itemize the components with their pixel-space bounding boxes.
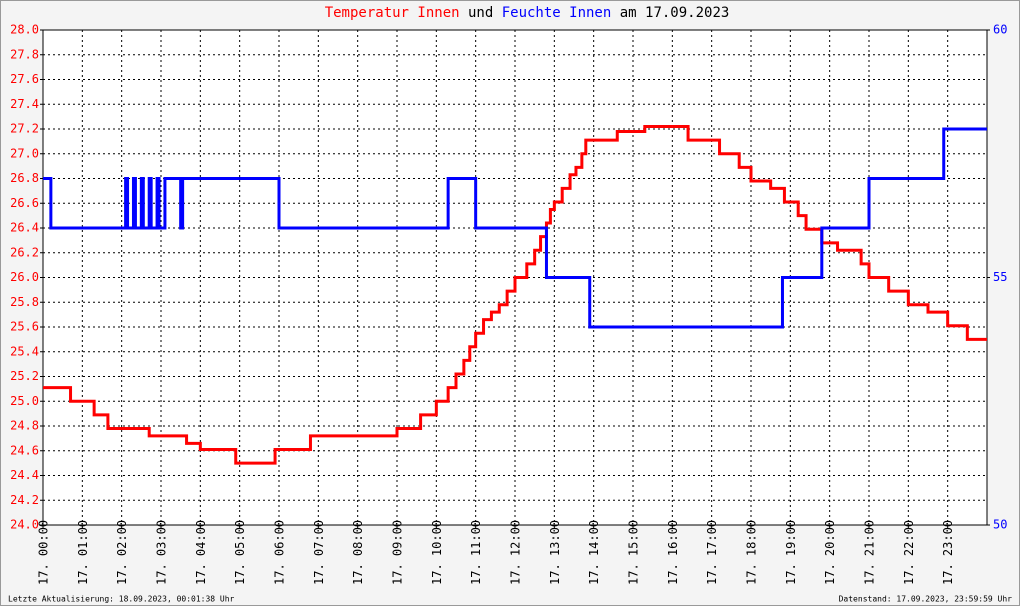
- x-tick-label: 17. 07:00: [312, 520, 326, 585]
- x-tick-label: 17. 13:00: [548, 520, 562, 585]
- y-tick-label: 24.0: [10, 518, 39, 532]
- y-tick-label: 25.2: [10, 369, 39, 383]
- plot-frame: [42, 29, 988, 526]
- x-tick-label: 17. 04:00: [194, 520, 208, 585]
- x-tick-label: 17. 01:00: [76, 520, 90, 585]
- x-tick-label: 17. 09:00: [391, 520, 405, 585]
- x-tick-label: 17. 20:00: [823, 520, 837, 585]
- y-tick-label: 26.2: [10, 245, 39, 259]
- y-tick-label: 24.2: [10, 493, 39, 507]
- footer-left: Letzte Aktualisierung: 18.09.2023, 00:01…: [8, 595, 235, 604]
- y-tick-label: 25.0: [10, 394, 39, 408]
- title-part: Temperatur Innen: [325, 5, 460, 21]
- x-tick-label: 17. 03:00: [155, 520, 169, 585]
- x-tick-label: 17. 00:00: [37, 520, 51, 585]
- x-tick-label: 17. 02:00: [115, 520, 129, 585]
- x-tick-label: 17. 08:00: [351, 520, 365, 585]
- y-tick-label: 26.0: [10, 270, 39, 284]
- y-tick-label: 27.6: [10, 72, 39, 86]
- title-part: und: [468, 5, 493, 21]
- x-tick-label: 17. 11:00: [469, 520, 483, 585]
- x-tick-label: 17. 10:00: [430, 520, 444, 585]
- y-tick-label: 27.4: [10, 97, 39, 111]
- x-tick-label: 17. 05:00: [233, 520, 247, 585]
- y-tick-label: 27.8: [10, 47, 39, 61]
- chart-title: Temperatur Innen und Feuchte Innen am 17…: [325, 5, 730, 21]
- y-tick-label: 26.8: [10, 171, 39, 185]
- x-tick-label: 17. 06:00: [273, 520, 287, 585]
- title-part: am 17.09.2023: [620, 5, 730, 21]
- x-tick-label: 17. 17:00: [705, 520, 719, 585]
- y-tick-label: 24.4: [10, 468, 39, 482]
- y-tick-label: 24.6: [10, 443, 39, 457]
- y-tick-label: 27.0: [10, 146, 39, 160]
- y-tick-label: 25.8: [10, 295, 39, 309]
- y-tick-label: 26.4: [10, 221, 39, 235]
- footer-right: Datenstand: 17.09.2023, 23:59:59 Uhr: [839, 595, 1013, 604]
- x-tick-label: 17. 14:00: [587, 520, 601, 585]
- y-tick-label: 25.6: [10, 320, 39, 334]
- x-tick-label: 17. 12:00: [509, 520, 523, 585]
- x-tick-label: 17. 23:00: [941, 520, 955, 585]
- title-part: Feuchte Innen: [502, 5, 612, 21]
- x-tick-label: 17. 21:00: [863, 520, 877, 585]
- y-tick-label: 24.8: [10, 419, 39, 433]
- y-tick-label: 28.0: [10, 23, 39, 37]
- y2-tick-label: 50: [993, 518, 1007, 532]
- x-tick-label: 17. 16:00: [666, 520, 680, 585]
- x-tick-label: 17. 15:00: [627, 520, 641, 585]
- line: [43, 127, 987, 329]
- x-tick-label: 17. 22:00: [902, 520, 916, 585]
- y2-tick-label: 60: [993, 23, 1007, 37]
- y2-tick-label: 55: [993, 270, 1007, 284]
- x-tick-label: 17. 19:00: [784, 520, 798, 585]
- x-tick-label: 17. 18:00: [745, 520, 759, 585]
- y-tick-label: 27.2: [10, 122, 39, 136]
- y-tick-label: 26.6: [10, 196, 39, 210]
- y-tick-label: 25.4: [10, 344, 39, 358]
